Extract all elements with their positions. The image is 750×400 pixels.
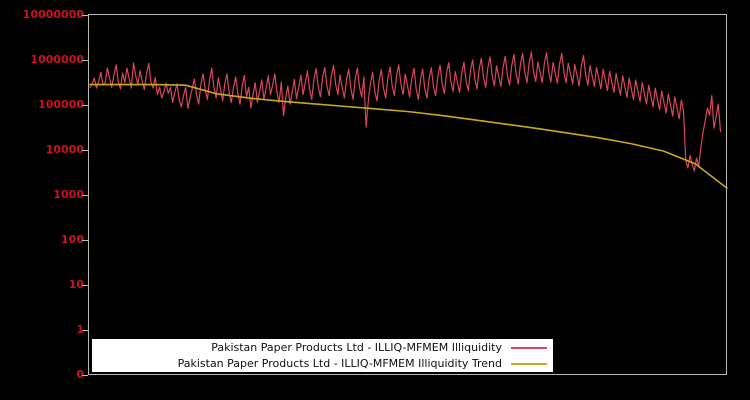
y-tick-mark (82, 375, 88, 376)
y-tick-label: 1 (76, 323, 84, 336)
legend-label: Pakistan Paper Products Ltd - ILLIQ-MFME… (177, 357, 502, 370)
legend-entry: Pakistan Paper Products Ltd - ILLIQ-MFME… (92, 356, 553, 372)
y-tick-mark (82, 105, 88, 106)
chart-legend: Pakistan Paper Products Ltd - ILLIQ-MFME… (92, 339, 553, 372)
legend-label: Pakistan Paper Products Ltd - ILLIQ-MFME… (211, 341, 502, 354)
y-tick-mark (82, 150, 88, 151)
legend-entry: Pakistan Paper Products Ltd - ILLIQ-MFME… (92, 340, 553, 356)
y-tick-mark (82, 15, 88, 16)
y-tick-label: 100 (61, 233, 84, 246)
y-tick-mark (82, 195, 88, 196)
y-tick-label: 10000 (45, 143, 84, 156)
y-tick-mark (82, 240, 88, 241)
y-tick-label: 1000 (53, 188, 84, 201)
y-tick-label: 1000000 (30, 53, 84, 66)
legend-swatch-trend (511, 363, 547, 365)
plot-area (88, 14, 728, 375)
plot-canvas (89, 51, 728, 189)
y-tick-label: 10 (68, 278, 84, 291)
y-tick-label: 100000 (38, 98, 84, 111)
y-tick-label: 10000000 (22, 8, 84, 21)
y-tick-mark (82, 330, 88, 331)
y-tick-mark (82, 285, 88, 286)
y-tick-mark (82, 60, 88, 61)
legend-swatch-illiquidity (511, 347, 547, 349)
y-tick-label: 0 (76, 368, 84, 381)
y-axis: 10000000 1000000 100000 10000 1000 100 1… (0, 0, 88, 400)
series-illiquidity (89, 51, 722, 172)
series-illiquidity-trend (89, 83, 728, 189)
